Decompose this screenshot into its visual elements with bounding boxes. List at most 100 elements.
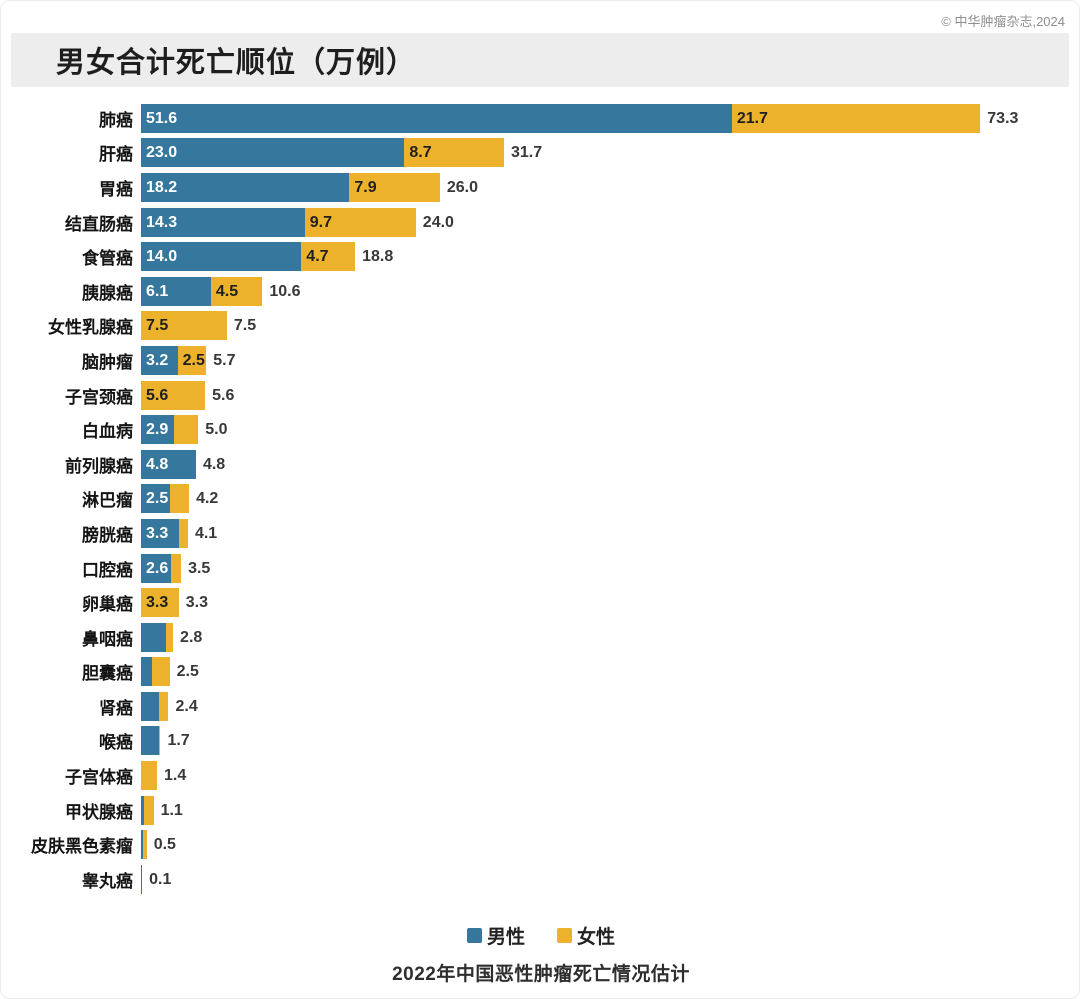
total-label: 0.1 xyxy=(149,870,172,888)
female-bar-segment: 2.5 xyxy=(177,345,207,375)
male-bar-segment xyxy=(141,830,144,860)
female-value-label: 21.7 xyxy=(736,109,768,127)
bar-track: 14.3 9.7 24.0 xyxy=(141,207,1080,237)
category-label: 卵巢癌 xyxy=(82,595,133,615)
male-value-label: 4.8 xyxy=(146,455,169,473)
male-bar-segment: 3.2 xyxy=(141,345,178,375)
category-label: 肾癌 xyxy=(99,698,133,718)
male-bar-segment: 2.6 xyxy=(141,553,171,583)
female-bar-segment xyxy=(152,657,170,687)
total-label: 3.3 xyxy=(185,594,209,612)
bar-track: 2.4 xyxy=(141,691,1080,721)
bar-row: 淋巴瘤 2.5 4.2 xyxy=(1,482,1080,517)
male-value-label: 3.2 xyxy=(146,351,169,369)
bar-rows: 肺癌 51.6 21.7 73.3 肝癌 23.0 8.7 31.7 胃癌 18.2 7.9 26.0… xyxy=(1,101,1080,897)
bar-track: 1.7 xyxy=(141,726,1080,756)
male-value-label: 14.3 xyxy=(146,213,178,231)
female-bar-segment: 4.5 xyxy=(210,276,263,306)
total-label: 24.0 xyxy=(422,213,454,231)
total-label: 1.1 xyxy=(160,801,183,819)
chart-caption: 2022年中国恶性肿瘤死亡情况估计 xyxy=(392,964,690,985)
bar-row: 胃癌 18.2 7.9 26.0 xyxy=(1,170,1080,205)
bar-row: 口腔癌 2.6 3.5 xyxy=(1,551,1080,586)
female-bar-segment: 7.5 xyxy=(141,311,227,341)
female-bar-segment: 21.7 xyxy=(731,103,981,133)
legend-male-label: 男性 xyxy=(486,927,525,948)
category-label: 口腔癌 xyxy=(82,560,133,580)
bar-row: 膀胱癌 3.3 4.1 xyxy=(1,516,1080,551)
male-value-label: 14.0 xyxy=(146,248,178,266)
category-label: 白血病 xyxy=(82,422,133,442)
male-bar-segment: 2.5 xyxy=(141,484,170,514)
total-label: 73.3 xyxy=(987,109,1019,127)
bar-track: 6.1 4.5 10.6 xyxy=(141,276,1080,306)
female-value-label: 4.5 xyxy=(215,282,239,300)
category-label: 淋巴瘤 xyxy=(82,491,133,511)
page-title: 男女合计死亡顺位（万例） xyxy=(56,47,417,79)
category-label: 皮肤黑色素瘤 xyxy=(31,837,133,857)
male-value-label: 51.6 xyxy=(146,109,178,127)
total-label: 2.4 xyxy=(175,697,198,715)
female-bar-segment: 4.7 xyxy=(301,242,356,272)
bar-track: 2.5 xyxy=(141,657,1080,687)
male-bar-segment xyxy=(141,864,143,894)
female-bar-segment xyxy=(166,622,174,652)
female-value-label: 3.3 xyxy=(146,594,169,612)
bar-row: 肺癌 51.6 21.7 73.3 xyxy=(1,101,1080,136)
male-bar-segment: 2.9 xyxy=(141,415,175,445)
male-swatch-icon xyxy=(466,928,482,943)
female-bar-segment: 3.3 xyxy=(141,588,179,618)
category-label: 结直肠癌 xyxy=(65,214,133,234)
bar-row: 胆囊癌 2.5 xyxy=(1,655,1080,690)
female-bar-segment xyxy=(141,761,158,791)
total-label: 4.1 xyxy=(194,524,218,542)
total-label: 0.5 xyxy=(153,836,176,854)
bar-row: 脑肿瘤 3.2 2.5 5.7 xyxy=(1,343,1080,378)
category-label: 肺癌 xyxy=(99,110,133,130)
bar-track: 2.6 3.5 xyxy=(141,553,1080,583)
category-label: 食管癌 xyxy=(82,249,133,269)
bar-row: 胰腺癌 6.1 4.5 10.6 xyxy=(1,274,1080,309)
category-label: 膀胱癌 xyxy=(82,525,133,545)
bar-row: 皮肤黑色素瘤 0.5 xyxy=(1,827,1080,862)
total-label: 4.2 xyxy=(196,490,219,508)
bar-row: 子宫体癌 1.4 xyxy=(1,758,1080,793)
male-bar-segment: 14.3 xyxy=(141,207,305,237)
total-label: 26.0 xyxy=(446,178,478,196)
bar-row: 甲状腺癌 1.1 xyxy=(1,793,1080,828)
bar-row: 子宫颈癌 5.6 5.6 xyxy=(1,378,1080,413)
female-swatch-icon xyxy=(557,928,572,943)
male-bar-segment: 14.0 xyxy=(141,242,302,272)
female-bar-segment: 7.9 xyxy=(349,172,440,202)
bar-track: 1.4 xyxy=(141,761,1080,791)
bar-track: 51.6 21.7 73.3 xyxy=(141,103,1080,133)
bar-track: 5.6 5.6 xyxy=(141,380,1080,410)
category-label: 喉癌 xyxy=(99,733,133,753)
bar-track: 4.8 4.8 xyxy=(141,449,1080,479)
bar-row: 食管癌 14.0 4.7 18.8 xyxy=(1,239,1080,274)
category-label: 前列腺癌 xyxy=(65,456,133,476)
title-banner: 男女合计死亡顺位（万例） xyxy=(11,33,1069,87)
bar-row: 卵巢癌 3.3 3.3 xyxy=(1,585,1080,620)
bar-row: 女性乳腺癌 7.5 7.5 xyxy=(1,309,1080,344)
category-label: 鼻咽癌 xyxy=(82,629,133,649)
total-label: 1.4 xyxy=(164,767,187,785)
female-value-label: 2.5 xyxy=(182,351,205,369)
legend: 男性 女性 xyxy=(1,922,1080,949)
total-label: 5.6 xyxy=(212,386,235,404)
bar-track: 2.8 xyxy=(141,622,1080,652)
bar-row: 睾丸癌 0.1 xyxy=(1,862,1080,897)
female-bar-segment xyxy=(144,795,154,825)
male-bar-segment xyxy=(141,657,153,687)
bar-track: 2.5 4.2 xyxy=(141,484,1080,514)
category-label: 子宫颈癌 xyxy=(65,387,133,407)
bar-row: 白血病 2.9 5.0 xyxy=(1,412,1080,447)
female-value-label: 5.6 xyxy=(146,386,169,404)
female-bar-segment xyxy=(178,518,188,548)
total-label: 5.7 xyxy=(213,351,236,369)
category-label: 脑肿瘤 xyxy=(82,352,133,372)
legend-female-label: 女性 xyxy=(577,927,616,948)
category-label: 子宫体癌 xyxy=(65,768,133,788)
copyright-text: © 中华肿瘤杂志,2024 xyxy=(941,14,1065,29)
category-label: 胆囊癌 xyxy=(82,664,133,684)
